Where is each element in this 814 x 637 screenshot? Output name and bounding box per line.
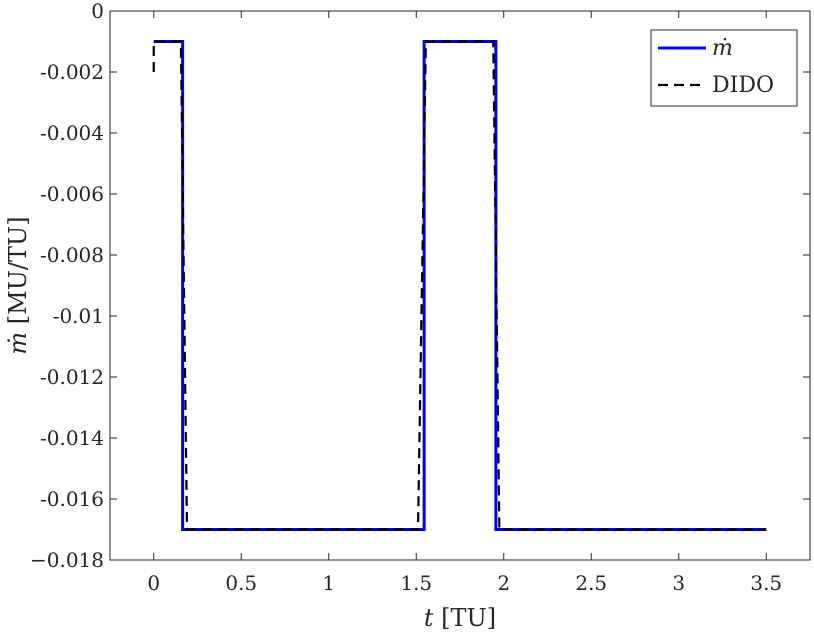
y-tick-label: 0	[91, 0, 104, 23]
series-line-dido	[152, 40, 767, 531]
legend-label: DIDO	[712, 73, 774, 98]
y-axis-label: ṁ [MU/TU]	[4, 216, 32, 354]
x-tick-label: 1	[322, 571, 335, 595]
x-tick-label: 0.5	[225, 571, 257, 595]
x-tick-label: 2.5	[575, 571, 607, 595]
x-tick-label: 0	[147, 571, 160, 595]
y-tick-label: -0.016	[40, 487, 104, 511]
x-tick-label: 2	[497, 571, 510, 595]
y-tick-label: -0.008	[40, 243, 104, 267]
y-tick-label: −0.018	[30, 548, 104, 572]
y-tick-label: -0.01	[53, 304, 104, 328]
series-layer	[152, 40, 767, 531]
y-tick-label: -0.006	[40, 182, 104, 206]
series-line-mdot	[153, 40, 767, 531]
legend: ṁ DIDO	[650, 29, 798, 107]
y-tick-label: -0.004	[40, 121, 104, 145]
y-tick-label: -0.014	[40, 426, 104, 450]
y-tick-label: -0.012	[40, 365, 104, 389]
x-tick-label: 3.5	[750, 571, 782, 595]
x-axis-label: t [TU]	[424, 604, 496, 632]
x-tick-label: 1.5	[400, 571, 432, 595]
x-tick-label: 3	[672, 571, 685, 595]
y-tick-label: -0.002	[40, 60, 104, 84]
label-layer: 0 0.5 1 1.5 2 2.5 3 3.5 0 -0.002 -0.004 -0.006 -0.00…	[4, 0, 782, 632]
tick-layer	[110, 10, 810, 561]
legend-box	[650, 29, 798, 107]
legend-label: ṁ	[712, 36, 733, 61]
